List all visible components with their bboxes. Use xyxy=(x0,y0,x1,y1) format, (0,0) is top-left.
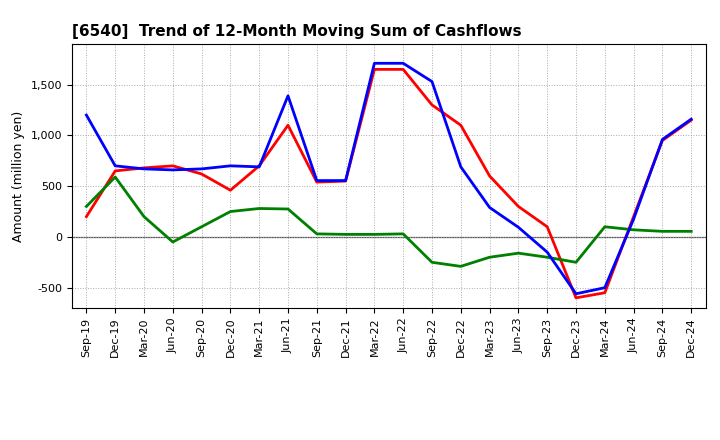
Investing Cashflow xyxy=(514,250,523,256)
Free Cashflow xyxy=(168,167,177,172)
Free Cashflow xyxy=(370,61,379,66)
Free Cashflow xyxy=(600,285,609,290)
Operating Cashflow xyxy=(399,67,408,72)
Free Cashflow xyxy=(82,113,91,118)
Investing Cashflow xyxy=(255,206,264,211)
Free Cashflow xyxy=(514,225,523,230)
Y-axis label: Amount (million yen): Amount (million yen) xyxy=(12,110,25,242)
Investing Cashflow xyxy=(687,229,696,234)
Free Cashflow xyxy=(341,178,350,183)
Operating Cashflow xyxy=(284,123,292,128)
Operating Cashflow xyxy=(197,171,206,176)
Investing Cashflow xyxy=(572,260,580,265)
Operating Cashflow xyxy=(629,214,638,219)
Free Cashflow xyxy=(111,163,120,169)
Free Cashflow xyxy=(658,137,667,142)
Investing Cashflow xyxy=(370,232,379,237)
Free Cashflow xyxy=(456,164,465,169)
Free Cashflow xyxy=(140,166,148,172)
Operating Cashflow xyxy=(687,117,696,123)
Operating Cashflow xyxy=(226,187,235,193)
Free Cashflow xyxy=(284,93,292,99)
Operating Cashflow xyxy=(514,204,523,209)
Operating Cashflow xyxy=(168,163,177,169)
Free Cashflow xyxy=(687,117,696,122)
Investing Cashflow xyxy=(428,260,436,265)
Free Cashflow xyxy=(485,205,494,210)
Free Cashflow xyxy=(572,291,580,297)
Free Cashflow xyxy=(399,61,408,66)
Free Cashflow xyxy=(197,166,206,172)
Operating Cashflow xyxy=(543,224,552,229)
Investing Cashflow xyxy=(341,232,350,237)
Investing Cashflow xyxy=(168,239,177,245)
Free Cashflow xyxy=(629,216,638,222)
Operating Cashflow xyxy=(572,295,580,301)
Investing Cashflow xyxy=(629,227,638,232)
Investing Cashflow xyxy=(543,255,552,260)
Operating Cashflow xyxy=(140,165,148,171)
Free Cashflow xyxy=(312,178,321,183)
Operating Cashflow xyxy=(456,123,465,128)
Line: Operating Cashflow: Operating Cashflow xyxy=(86,70,691,298)
Line: Free Cashflow: Free Cashflow xyxy=(86,63,691,294)
Investing Cashflow xyxy=(312,231,321,237)
Free Cashflow xyxy=(255,164,264,169)
Investing Cashflow xyxy=(111,174,120,180)
Operating Cashflow xyxy=(485,173,494,179)
Operating Cashflow xyxy=(111,168,120,173)
Investing Cashflow xyxy=(197,224,206,229)
Investing Cashflow xyxy=(399,231,408,237)
Text: [6540]  Trend of 12-Month Moving Sum of Cashflows: [6540] Trend of 12-Month Moving Sum of C… xyxy=(72,24,521,39)
Operating Cashflow xyxy=(428,102,436,107)
Operating Cashflow xyxy=(370,67,379,72)
Operating Cashflow xyxy=(255,163,264,169)
Investing Cashflow xyxy=(82,204,91,209)
Investing Cashflow xyxy=(284,206,292,212)
Free Cashflow xyxy=(428,79,436,84)
Investing Cashflow xyxy=(456,264,465,269)
Operating Cashflow xyxy=(341,179,350,184)
Investing Cashflow xyxy=(600,224,609,229)
Operating Cashflow xyxy=(82,214,91,219)
Operating Cashflow xyxy=(600,290,609,295)
Free Cashflow xyxy=(543,249,552,255)
Line: Investing Cashflow: Investing Cashflow xyxy=(86,177,691,266)
Investing Cashflow xyxy=(140,214,148,219)
Free Cashflow xyxy=(226,163,235,169)
Investing Cashflow xyxy=(226,209,235,214)
Investing Cashflow xyxy=(485,255,494,260)
Operating Cashflow xyxy=(312,180,321,185)
Operating Cashflow xyxy=(658,138,667,143)
Investing Cashflow xyxy=(658,229,667,234)
